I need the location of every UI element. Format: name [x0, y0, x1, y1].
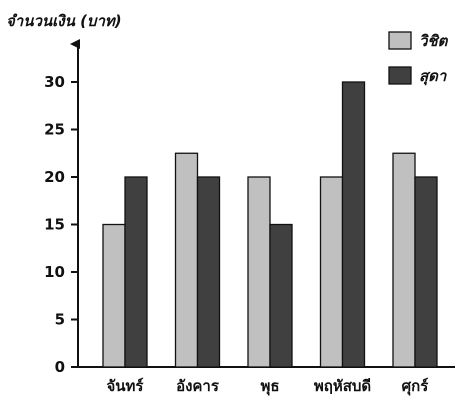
bar-series-2 — [124, 176, 148, 368]
bar-series-2 — [269, 223, 293, 368]
legend-swatch — [388, 66, 412, 85]
legend-swatch — [388, 31, 412, 50]
category-labels: จันทร์ อังคาร พุธ พฤหัสบดี ศุกร์ — [107, 377, 430, 396]
bar-series-2 — [414, 176, 438, 368]
y-tick-label: 15 — [44, 216, 65, 234]
x-category-label: จันทร์ — [107, 377, 145, 395]
bar-series-1 — [102, 223, 126, 368]
x-category-label: พฤหัสบดี — [314, 377, 371, 395]
bar-series-1 — [392, 152, 416, 368]
y-tick-label: 10 — [44, 263, 65, 281]
x-category-label: พุธ — [260, 377, 279, 396]
bar-series-1 — [174, 152, 199, 368]
legend-label: วิชิต — [419, 32, 449, 50]
y-tick-label: 25 — [44, 121, 65, 139]
bar-series-2 — [196, 176, 221, 368]
bar-series-2 — [341, 81, 366, 368]
bar-series-1 — [319, 176, 344, 368]
bars — [102, 81, 438, 368]
y-tick-label: 5 — [55, 311, 65, 329]
y-tick-label: 0 — [55, 358, 65, 376]
x-category-label: ศุกร์ — [402, 377, 430, 396]
legend: วิชิตสุดา — [388, 31, 449, 86]
y-tick-label: 30 — [44, 73, 65, 91]
y-tick-label: 20 — [44, 168, 65, 186]
bar-series-1 — [247, 176, 271, 368]
y-axis-label: จำนวนเงิน (บาท) — [6, 12, 122, 30]
legend-label: สุดา — [419, 67, 448, 86]
x-category-label: อังคาร — [176, 377, 220, 395]
y-ticks: 0 5 10 15 20 25 30 — [44, 73, 78, 376]
